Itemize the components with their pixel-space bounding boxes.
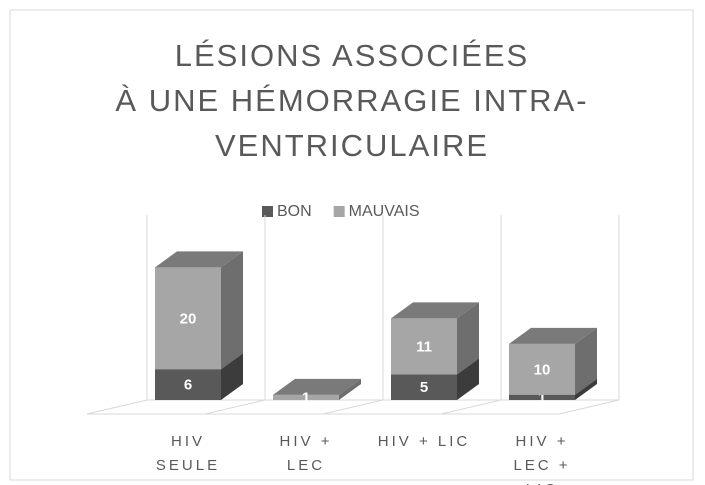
data-label: 20 xyxy=(180,310,197,327)
legend-swatch xyxy=(333,206,345,217)
x-tick-label: HIV SEULE xyxy=(155,433,221,474)
floor-line xyxy=(558,399,620,415)
data-label: 10 xyxy=(534,361,551,378)
bar-side xyxy=(575,378,597,400)
x-tick-label: HIV + LEC + LIC xyxy=(513,433,571,485)
bar-front xyxy=(509,394,575,400)
data-label: 1 xyxy=(302,389,310,406)
chart-title: À UNE HÉMORRAGIE INTRA- xyxy=(115,83,588,118)
floor-line xyxy=(440,399,502,415)
chart-title: LÉSIONS ASSOCIÉES xyxy=(175,38,529,73)
bar-front xyxy=(509,343,575,395)
bar-side xyxy=(575,327,597,395)
bar-front xyxy=(273,394,339,400)
data-label: 6 xyxy=(184,377,192,394)
bar-top xyxy=(155,251,243,268)
x-tick-label: HIV + LIC xyxy=(377,433,471,450)
bar-top xyxy=(391,302,479,319)
data-label: 1 xyxy=(538,389,546,406)
bar-top xyxy=(273,378,361,395)
legend-label: BON xyxy=(277,203,312,220)
bar-top xyxy=(509,327,597,344)
bar-side xyxy=(457,358,479,400)
legend-label: MAUVAIS xyxy=(349,203,420,220)
floor-line xyxy=(322,399,384,415)
bar-side xyxy=(339,378,361,400)
chart-title: VENTRICULAIRE xyxy=(215,128,489,163)
floor-line xyxy=(86,399,148,415)
legend-swatch xyxy=(262,206,273,217)
bar-front xyxy=(155,267,221,370)
chart-border xyxy=(9,9,694,481)
data-label: 11 xyxy=(416,338,432,355)
bar xyxy=(273,378,361,400)
bar-side xyxy=(457,302,479,375)
floor-line xyxy=(204,399,266,415)
bar-side xyxy=(221,353,243,400)
bar-front xyxy=(391,318,457,375)
bar xyxy=(391,302,479,375)
bar xyxy=(155,251,243,370)
bar xyxy=(509,327,597,395)
bar-front xyxy=(155,369,221,400)
bar-side xyxy=(221,251,243,370)
x-tick-label: HIV + LEC xyxy=(279,433,333,474)
data-label: 5 xyxy=(420,379,428,396)
bar-front xyxy=(391,374,457,400)
